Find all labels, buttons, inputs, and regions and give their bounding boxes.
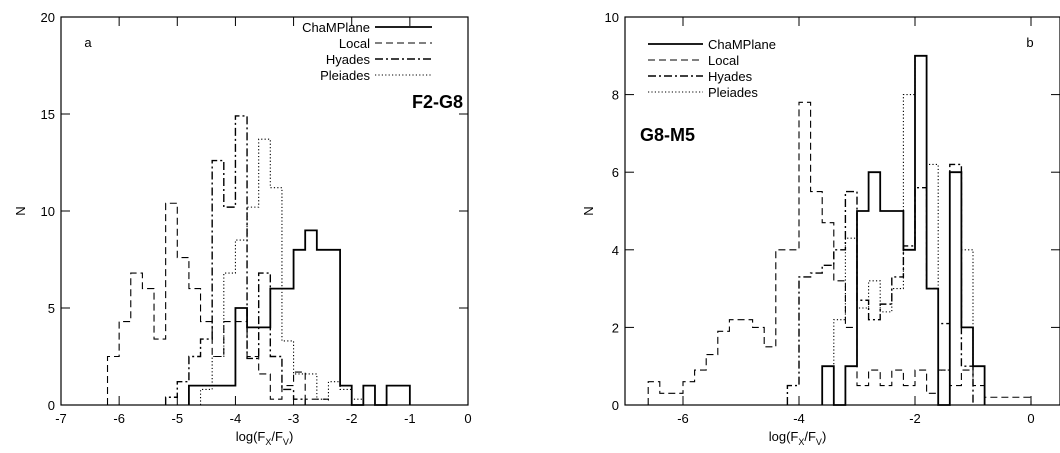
y-tick-label: 6: [612, 165, 619, 180]
x-axis-label: log(FX/FV): [769, 429, 827, 447]
plot-frame: [624, 16, 1060, 406]
series-hyades-histogram: [786, 163, 974, 405]
plot-frame: [60, 16, 469, 406]
spectral-type-label: F2-G8: [412, 92, 463, 112]
y-tick-label: 0: [612, 398, 619, 413]
y-axis-label: N: [13, 206, 28, 215]
legend-label: Local: [708, 53, 739, 68]
y-tick-label: 10: [605, 10, 619, 25]
x-axis-label-subscript: X: [265, 437, 271, 447]
x-tick-label: -4: [230, 411, 242, 426]
legend-label: ChaMPlane: [708, 37, 776, 52]
x-axis-label: log(FX/FV): [236, 429, 294, 447]
x-axis-label-part: /F: [271, 429, 283, 444]
x-tick-label: -7: [55, 411, 67, 426]
x-axis-label-part: ): [822, 429, 826, 444]
series-champlane-histogram: [821, 54, 986, 406]
series-hyades-histogram: [164, 115, 306, 405]
x-axis-label-part: log(F: [769, 429, 799, 444]
x-axis-label-subscript: V: [283, 437, 289, 447]
x-axis-label-part: ): [289, 429, 293, 444]
legend-label: Pleiades: [320, 68, 370, 83]
panel-letter: a: [84, 35, 92, 50]
legend-label: Local: [339, 36, 370, 51]
legend-label: ChaMPlane: [302, 20, 370, 35]
x-tick-label: -6: [677, 411, 689, 426]
x-axis-label-subscript: X: [798, 437, 804, 447]
series-local-histogram: [106, 202, 330, 405]
x-tick-label: 0: [464, 411, 471, 426]
legend-label: Pleiades: [708, 85, 758, 100]
x-axis-label-part: /F: [804, 429, 816, 444]
y-tick-label: 20: [41, 10, 55, 25]
y-tick-label: 10: [41, 204, 55, 219]
y-axis-label: N: [581, 206, 596, 215]
y-tick-label: 8: [612, 88, 619, 103]
x-axis-label-subscript: V: [816, 437, 822, 447]
y-tick-label: 2: [612, 320, 619, 335]
x-tick-label: -4: [793, 411, 805, 426]
x-tick-label: -6: [113, 411, 125, 426]
x-tick-label: -5: [172, 411, 184, 426]
x-tick-label: -3: [288, 411, 300, 426]
series-pleiades-histogram: [833, 55, 986, 405]
x-tick-label: 0: [1027, 411, 1034, 426]
y-tick-label: 0: [48, 398, 55, 413]
legend-label: Hyades: [326, 52, 371, 67]
spectral-type-label: G8-M5: [640, 125, 695, 145]
x-tick-label: -1: [404, 411, 416, 426]
panel-letter: b: [1026, 35, 1033, 50]
y-tick-label: 5: [48, 301, 55, 316]
series-local-histogram: [647, 101, 1032, 405]
y-tick-label: 4: [612, 243, 619, 258]
y-tick-label: 15: [41, 107, 55, 122]
x-axis-label-part: log(F: [236, 429, 266, 444]
legend-label: Hyades: [708, 69, 753, 84]
x-tick-label: -2: [346, 411, 358, 426]
series-champlane-histogram: [188, 229, 411, 406]
x-tick-label: -2: [909, 411, 921, 426]
